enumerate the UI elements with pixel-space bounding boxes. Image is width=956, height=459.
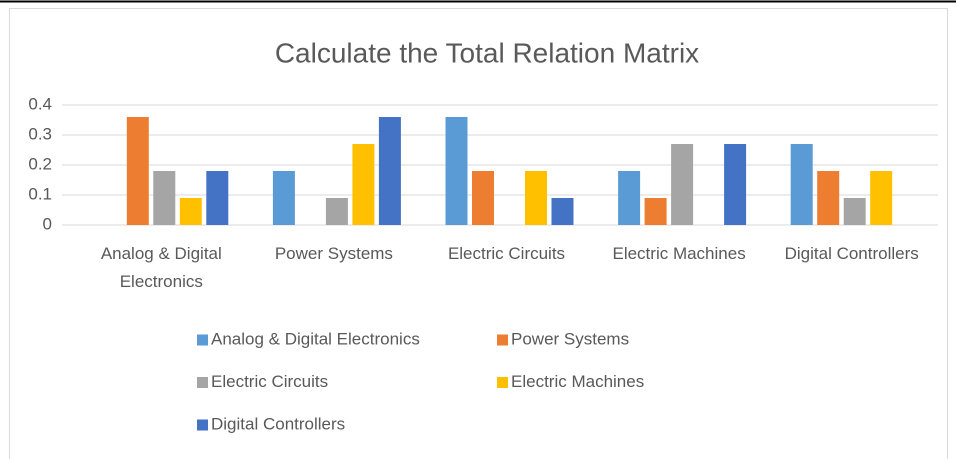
x-tick-label: Electric Machines [612,244,745,263]
bar [817,171,840,225]
x-tick-label: Analog & Digital Electronics [101,244,222,291]
bar [551,198,574,225]
bar [618,171,641,225]
bar [445,117,468,225]
y-tick-label: 0.1 [28,184,52,203]
legend-swatch [197,334,208,346]
bar [378,117,401,225]
bar [790,144,813,225]
x-tick-label: Electric Circuits [448,244,565,263]
legend-swatch [197,377,208,388]
x-tick-label: Power Systems [275,244,393,263]
x-tick-label: Digital Controllers [785,244,919,263]
legend-label: Electric Machines [511,372,644,391]
bar [671,144,694,225]
chart-title: Calculate the Total Relation Matrix [275,37,699,68]
y-tick-label: 0.2 [28,154,52,173]
y-tick-label: 0.3 [28,124,52,143]
legend-label: Analog & Digital Electronics [211,329,420,348]
legend-label: Digital Controllers [211,414,345,433]
bar [724,144,747,225]
bar [272,171,295,225]
legend-label: Power Systems [511,329,629,348]
legend-swatch [197,419,208,431]
bar [179,198,202,225]
y-tick-label: 0 [43,214,52,233]
bar [843,198,866,225]
bar [153,171,176,225]
bar [352,144,375,225]
bar [206,171,229,225]
bar [472,171,494,225]
bar [644,198,667,225]
bar [525,171,547,225]
legend-swatch [497,334,508,346]
y-tick-label: 0.4 [28,94,52,113]
legend-swatch [497,377,508,388]
bar [870,171,893,225]
legend-label: Electric Circuits [211,372,328,391]
bar [325,198,348,225]
bar [126,117,149,225]
